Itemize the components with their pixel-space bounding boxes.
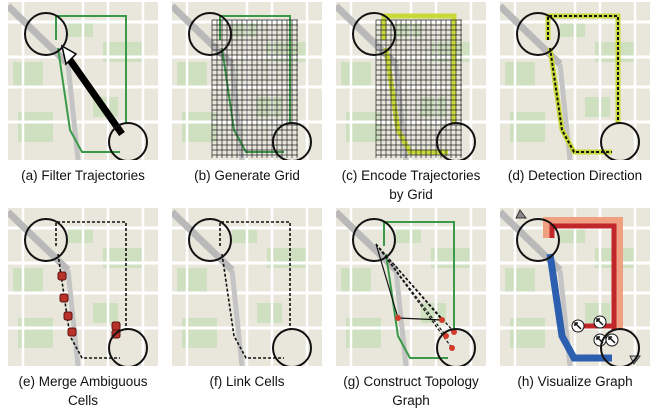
park (341, 62, 371, 87)
caption: (f) Link Cells (209, 374, 284, 389)
map (8, 2, 158, 161)
panel (8, 2, 158, 161)
park (13, 62, 43, 87)
panel (500, 208, 650, 367)
caption: (d) Detection Direction (508, 168, 642, 183)
panel (336, 208, 486, 367)
graph-node (395, 315, 401, 321)
caption: Cells (68, 393, 98, 408)
panel (172, 208, 322, 367)
caption: (c) Encode Trajectories (342, 168, 481, 183)
map (172, 2, 322, 161)
caption: (a) Filter Trajectories (21, 168, 145, 183)
park (68, 228, 93, 243)
park (505, 268, 535, 293)
park (505, 62, 535, 87)
caption: by Grid (389, 187, 433, 202)
park (232, 228, 257, 243)
park (396, 228, 421, 243)
map (8, 208, 158, 367)
graph-node (439, 317, 445, 323)
panel (172, 2, 322, 161)
park (341, 268, 371, 293)
caption: (b) Generate Grid (194, 168, 300, 183)
panel (336, 2, 486, 161)
merged-cell (68, 328, 76, 336)
figure: (a) Filter Trajectories (b) Generate Grid… (0, 0, 657, 414)
caption: (h) Visualize Graph (517, 374, 632, 389)
park (177, 62, 207, 87)
caption: Graph (392, 393, 430, 408)
park (560, 22, 585, 37)
park (68, 22, 93, 37)
park (177, 268, 207, 293)
merged-cell (112, 322, 120, 330)
caption: (g) Construct Topology (343, 374, 479, 389)
map (336, 2, 486, 161)
park (93, 303, 118, 323)
map (500, 2, 650, 161)
page: (a) Filter Trajectories (b) Generate Grid… (0, 0, 657, 414)
graph-node (449, 345, 455, 351)
panel (8, 208, 158, 367)
park (560, 228, 585, 243)
panel (500, 2, 650, 161)
map (336, 208, 486, 367)
caption: (e) Merge Ambiguous (18, 374, 147, 389)
park (585, 97, 610, 117)
park (257, 303, 282, 323)
merged-cell (60, 294, 68, 302)
merged-cell (58, 272, 66, 280)
merged-cell (64, 312, 72, 320)
park (13, 268, 43, 293)
map (500, 208, 650, 367)
map (172, 208, 322, 367)
